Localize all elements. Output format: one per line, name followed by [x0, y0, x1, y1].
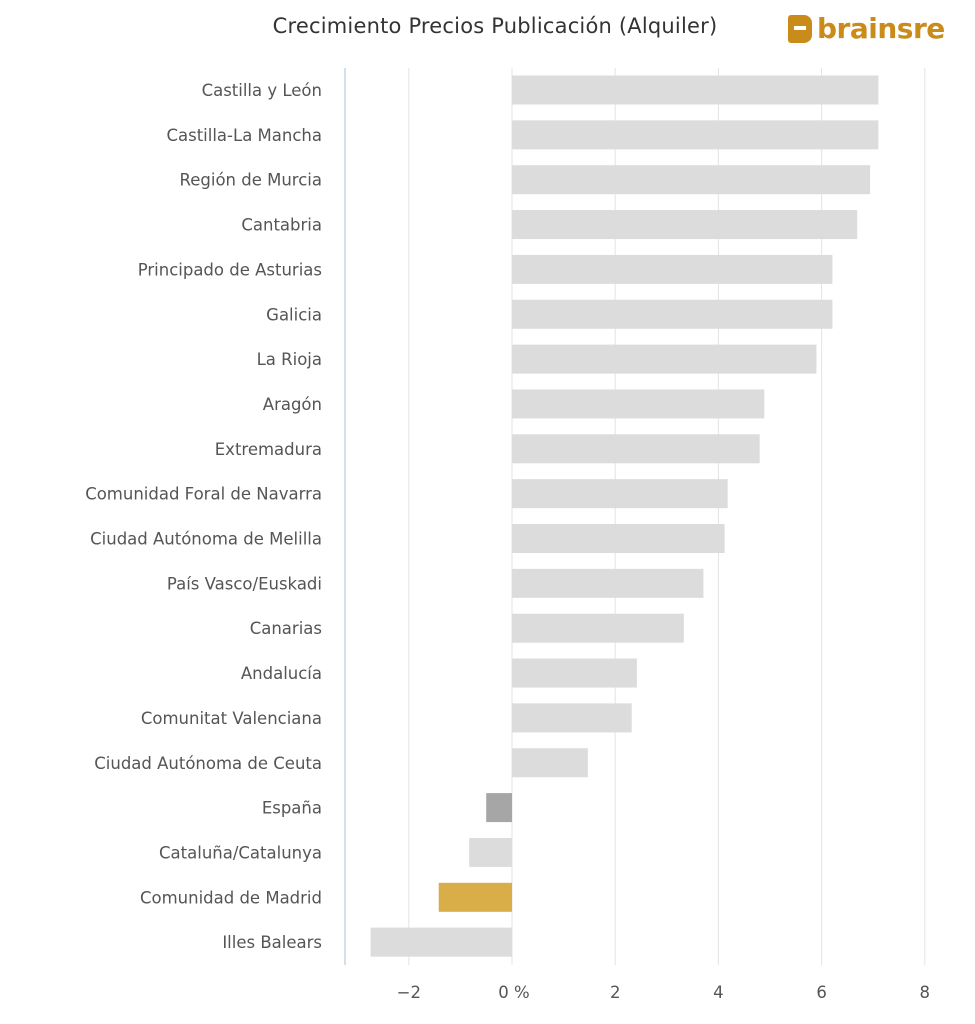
bar-extremadura: [512, 434, 760, 464]
category-label: Comunidad Foral de Navarra: [85, 485, 322, 504]
x-tick-label: −2: [397, 983, 421, 1002]
category-label: Cataluña/Catalunya: [159, 843, 322, 862]
x-tick-label: 6: [816, 983, 827, 1002]
bar-andaluc-a: [512, 658, 637, 688]
category-label: Cantabria: [241, 216, 322, 235]
x-tick-label: 4: [713, 983, 724, 1002]
bar-comunitat-valenciana: [512, 703, 632, 733]
bar-cantabria: [512, 210, 858, 240]
bar-comunidad-de-madrid: [438, 882, 512, 912]
category-label: Canarias: [250, 619, 322, 638]
logo-wordmark: brainsre: [817, 12, 945, 45]
category-label: Galicia: [266, 305, 322, 324]
bar-castilla-y-le-n: [512, 75, 879, 105]
category-label: España: [262, 799, 322, 818]
bar-principado-de-asturias: [512, 254, 833, 284]
bar-regi-n-de-murcia: [512, 165, 871, 195]
category-label: Andalucía: [241, 664, 322, 683]
category-label: La Rioja: [257, 350, 322, 369]
bar-pa-s-vasco-euskadi: [512, 568, 704, 598]
logo-mark-icon: [788, 14, 812, 43]
category-label: Castilla-La Mancha: [166, 126, 322, 145]
category-label: Comunidad de Madrid: [140, 888, 322, 907]
bar-ciudad-aut-noma-de-melilla: [512, 524, 725, 553]
category-label: Principado de Asturias: [138, 260, 322, 279]
bar-la-rioja: [512, 344, 817, 374]
bar-galicia: [512, 299, 833, 329]
bar-catalu-a-catalunya: [469, 837, 512, 867]
category-label: Ciudad Autónoma de Melilla: [90, 530, 322, 549]
x-tick-label: 8: [920, 983, 931, 1002]
bar-espa-a: [486, 793, 512, 823]
category-label: Illes Balears: [222, 933, 322, 952]
bar-castilla-la-mancha: [512, 120, 879, 150]
x-tick-label: 0 %: [498, 983, 529, 1002]
bar-canarias: [512, 613, 684, 643]
category-label: Comunitat Valenciana: [141, 709, 322, 728]
category-label: Extremadura: [215, 440, 322, 459]
category-label: País Vasco/Euskadi: [167, 574, 322, 593]
x-tick-label: 2: [610, 983, 621, 1002]
bar-arag-n: [512, 389, 765, 419]
bar-ciudad-aut-noma-de-ceuta: [512, 748, 588, 778]
bar-comunidad-foral-de-navarra: [512, 479, 728, 509]
category-label: Aragón: [263, 395, 322, 414]
category-label: Ciudad Autónoma de Ceuta: [94, 754, 322, 773]
category-label: Región de Murcia: [180, 171, 322, 190]
bar-illes-balears: [370, 927, 512, 957]
brainsre-logo: brainsre: [788, 12, 945, 45]
category-label: Castilla y León: [202, 81, 322, 100]
chart-title: Crecimiento Precios Publicación (Alquile…: [272, 14, 718, 38]
